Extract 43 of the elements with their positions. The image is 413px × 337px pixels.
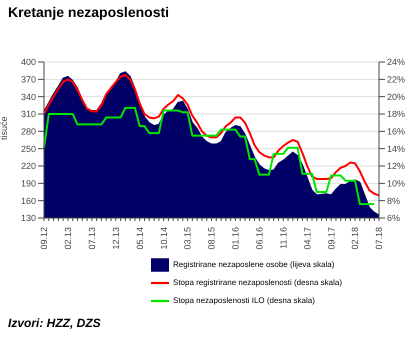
x-tick-label: 01.16 [230,227,241,250]
line-series [43,106,376,206]
x-tick-label: 06.16 [254,227,265,250]
y2-tick-label: 14% [387,144,406,154]
y-tick-label: 220 [20,161,36,172]
x-tick-label: 02.18 [350,227,360,250]
x-tick-label: 04.17 [302,227,312,250]
x-tick-label: 02.13 [63,227,74,250]
y2-tick-label: 16% [387,126,406,137]
y-tick-label: 310 [20,109,36,120]
y-tick-label: 160 [20,196,36,206]
y2-tick-label: 18% [387,109,406,120]
y2-tick-label: 24% [387,57,406,68]
y-tick-label: 340 [20,92,36,102]
y2-tick-label: 6% [387,213,400,224]
x-tick-label: 03.15 [182,227,193,250]
y2-tick-label: 12% [387,161,406,172]
text: Izvori: HZZ, DZS [8,316,101,330]
chart-title: Kretanje nezaposlenosti [8,4,170,20]
line-series [43,74,380,196]
x-tick-label: 12.13 [110,227,121,250]
legend-label: Stopa nezaposlenosti ILO (desna skala) [173,296,315,306]
x-tick-label: 11.16 [278,227,288,249]
y-tick-label: 280 [20,126,36,137]
y-tick-label: 400 [20,57,36,68]
legend-label: Registrirane nezaposlene osobe (lijeva skala) [173,260,334,270]
x-tick-label: 09.17 [326,227,336,250]
y-tick-label: 370 [20,74,36,85]
y-axis-title: tisuće [0,116,10,140]
x-tick-label: 07.18 [374,227,384,250]
x-tick-label: 08.15 [206,227,217,250]
legend-label: Stopa registrirane nezaposlenosti (desna skala) [173,278,342,288]
y-tick-label: 130 [20,213,36,224]
y2-tick-label: 20% [387,92,406,102]
y-tick-label: 190 [20,178,36,189]
y2-tick-label: 10% [387,178,406,189]
x-tick-label: 10.14 [158,227,169,250]
x-tick-label: 05.14 [134,227,145,250]
y2-tick-label: 22% [387,74,406,85]
x-tick-label: 07.13 [87,227,98,250]
y-tick-label: 250 [20,144,36,154]
x-tick-label: 09.12 [39,227,50,250]
y2-tick-label: 8% [387,196,400,206]
